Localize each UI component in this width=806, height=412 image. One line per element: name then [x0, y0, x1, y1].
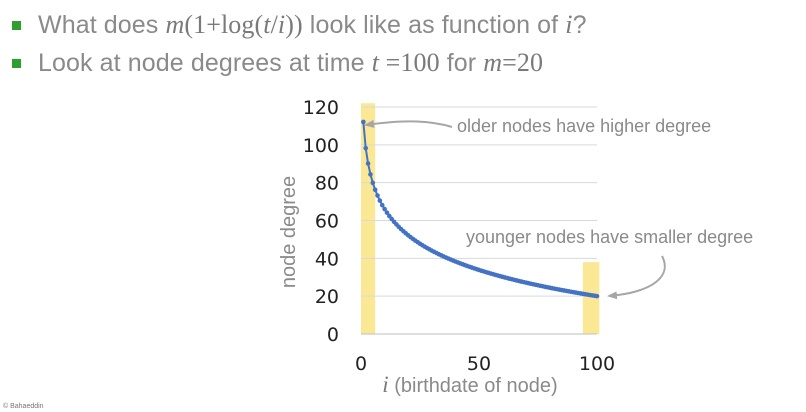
data-point: [363, 145, 369, 151]
annotation-younger: younger nodes have smaller degree: [466, 227, 753, 247]
tick-labels: 0 20 40 60 80 100 120 0 50 100: [303, 97, 615, 375]
data-point: [382, 206, 387, 212]
y-tick-label: 20: [315, 286, 339, 308]
formula-var-i: i: [565, 10, 573, 39]
bullet-setup: Look at node degrees at time t =100 for …: [12, 44, 587, 82]
copyright-note: © Bahaeddin: [3, 403, 44, 410]
axis-labels: node degree i (birthdate of node): [278, 176, 558, 397]
data-point: [361, 119, 366, 125]
x-axis-label-var: i: [382, 372, 388, 397]
formula-close: )): [285, 10, 303, 39]
formula: m(1+log(t/i)): [165, 10, 302, 39]
highlight-bands: [361, 103, 600, 334]
formula-open: (1+log(: [184, 10, 264, 39]
bullet-text-part: Look at node degrees at time: [38, 49, 372, 77]
data-point: [384, 210, 390, 215]
bullet-square-icon: [12, 20, 21, 30]
bullet-list: What does m(1+log(t/i)) look like as fun…: [12, 6, 587, 82]
bullet-text-part: What does: [38, 11, 166, 39]
annotation-older-arrow: [364, 119, 453, 128]
data-point: [365, 161, 371, 166]
y-tick-label: 40: [315, 248, 339, 270]
highlight-band-1: [582, 262, 600, 334]
y-tick-label: 120: [303, 97, 339, 119]
formula-m: m: [483, 48, 503, 77]
formula-m: m: [165, 10, 185, 39]
formula-t: t: [263, 10, 271, 39]
data-point: [594, 293, 600, 299]
y-tick-label: 60: [315, 211, 339, 233]
annotation-younger-arrow: [607, 255, 666, 300]
data-point: [368, 172, 373, 177]
x-axis-label-text: (birthdate of node): [389, 375, 558, 397]
gridlines: [361, 106, 597, 335]
bullet-text-part: look like as function of: [302, 11, 566, 39]
formula-slash: /: [270, 10, 278, 39]
bullet-question: What does m(1+log(t/i)) look like as fun…: [12, 6, 587, 44]
x-axis-label: i (birthdate of node): [382, 372, 557, 397]
bullet-text: What does m(1+log(t/i)) look like as fun…: [38, 10, 587, 40]
data-point: [375, 193, 380, 198]
annotation-older: older nodes have higher degree: [457, 116, 711, 136]
bullet-square-icon: [12, 58, 21, 68]
data-point: [372, 187, 378, 193]
formula-t: t: [371, 48, 380, 77]
formula-t-value: =100: [379, 48, 440, 77]
annotations: older nodes have higher degree younger n…: [364, 116, 753, 300]
y-axis-label: node degree: [278, 176, 300, 288]
y-tick-label: 0: [327, 324, 339, 346]
x-tick-label: 0: [355, 353, 367, 375]
series: [361, 119, 600, 299]
formula-m-value: =20: [502, 48, 544, 77]
y-tick-label: 100: [303, 135, 339, 157]
x-tick-label: 50: [467, 353, 491, 375]
data-point: [377, 198, 383, 203]
highlight-band-0: [361, 103, 376, 334]
formula-i: i: [277, 10, 286, 39]
data-point: [370, 180, 376, 186]
bullet-text-end: ?: [572, 11, 587, 39]
y-tick-label: 80: [315, 173, 339, 195]
bullet-text-part: for: [439, 49, 484, 77]
x-tick-label: 100: [579, 353, 615, 375]
data-point: [379, 202, 385, 208]
bullet-text: Look at node degrees at time t =100 for …: [38, 48, 543, 78]
